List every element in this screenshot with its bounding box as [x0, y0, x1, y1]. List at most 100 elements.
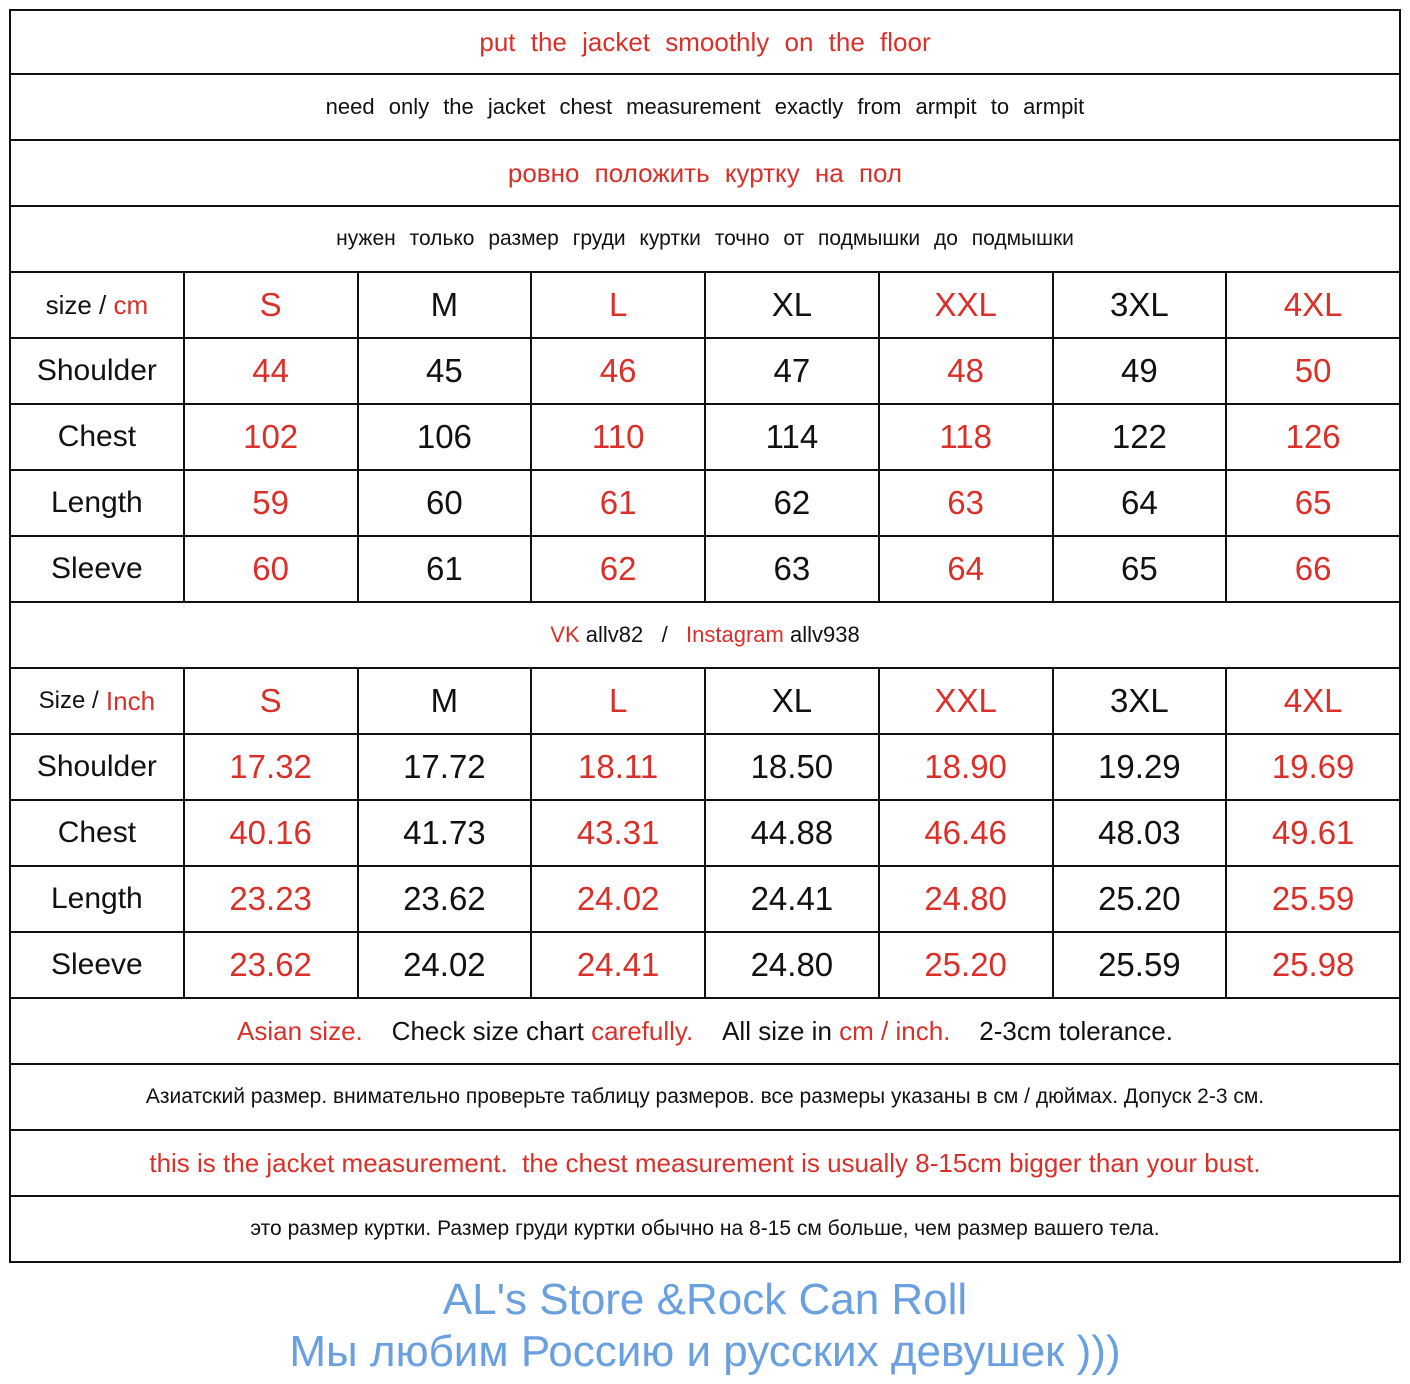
value-cell: 24.80 [880, 867, 1054, 931]
value-cell: 60 [359, 471, 533, 535]
value-cell: 24.80 [706, 933, 880, 997]
size-label: size / [45, 289, 107, 320]
value-cell: 48 [880, 339, 1054, 403]
size-header-s: S [185, 273, 359, 337]
instruction-ru-1: ровно положить куртку на пол [9, 141, 1401, 207]
value-cell: 63 [880, 471, 1054, 535]
value-cell: 41.73 [359, 801, 533, 865]
inch-size-table: Size / Inch S M L XL XXL 3XL 4XL Shoulder 17.32… [9, 669, 1401, 999]
size-header-3xl: 3XL [1054, 273, 1228, 337]
value-cell: 24.41 [532, 933, 706, 997]
value-cell: 60 [185, 537, 359, 601]
note-carefully: carefully. [591, 1015, 694, 1046]
size-header-xxl: XXL [880, 273, 1054, 337]
table-row-sleeve: Sleeve 23.62 24.02 24.41 24.80 25.20 25.59 25.9… [9, 933, 1401, 999]
value-cell: 18.90 [880, 735, 1054, 799]
inch-header-row: Size / Inch S M L XL XXL 3XL 4XL [9, 669, 1401, 735]
value-cell: 18.11 [532, 735, 706, 799]
value-cell: 43.31 [532, 801, 706, 865]
value-cell: 61 [359, 537, 533, 601]
table-row-shoulder: Shoulder 17.32 17.72 18.11 18.50 18.90 19.29 19… [9, 735, 1401, 801]
value-cell: 18.50 [706, 735, 880, 799]
size-label: Size / [38, 687, 99, 714]
table-row-chest: Chest 102 106 110 114 118 122 126 [9, 405, 1401, 471]
cm-size-table: size / cm S M L XL XXL 3XL 4XL Shoulder 44 45 46 4… [9, 273, 1401, 603]
value-cell: 114 [706, 405, 880, 469]
value-cell: 46.46 [880, 801, 1054, 865]
value-cell: 17.32 [185, 735, 359, 799]
instruction-en-2: need only the jacket chest measurement e… [9, 75, 1401, 141]
table-row-shoulder: Shoulder 44 45 46 47 48 49 50 [9, 339, 1401, 405]
note-asian-size: Asian size. [237, 1015, 363, 1046]
instruction-en-1: put the jacket smoothly on the floor [9, 9, 1401, 75]
value-cell: 25.98 [1271, 946, 1355, 983]
size-header-m: M [359, 273, 533, 337]
cm-header-label: size / cm [11, 273, 185, 337]
size-header-l: L [532, 669, 706, 733]
value-cell: 59 [185, 471, 359, 535]
vk-id: allv82 [585, 622, 644, 647]
value-cell: 66 [1294, 550, 1332, 587]
watermark-slogan: Мы любим Россию и русских девушек ))) [289, 1327, 1121, 1376]
value-cell: 25.20 [880, 933, 1054, 997]
value-cell: 17.72 [359, 735, 533, 799]
value-cell: 61 [532, 471, 706, 535]
cm-header-row: size / cm S M L XL XXL 3XL 4XL [9, 273, 1401, 339]
value-cell: 65 [1294, 484, 1332, 521]
value-cell: 49.61 [1271, 814, 1355, 851]
value-cell: 25.59 [1054, 933, 1228, 997]
note-units: cm / inch. [839, 1015, 951, 1046]
instruction-ru-2: нужен только размер груди куртки точно о… [9, 207, 1401, 273]
note-all-size: All size in [722, 1015, 840, 1046]
value-cell: 62 [706, 471, 880, 535]
size-header-s: S [185, 669, 359, 733]
row-label: Shoulder [11, 735, 185, 799]
separator: / [661, 622, 668, 647]
note-ru: Азиатский размер. внимательно проверьте … [9, 1065, 1401, 1131]
size-header-3xl: 3XL [1054, 669, 1228, 733]
size-header-l: L [532, 273, 706, 337]
instagram-label: Instagram [686, 622, 784, 647]
size-header-4xl: 4XL [1283, 286, 1343, 323]
value-cell: 64 [1054, 471, 1228, 535]
value-cell: 118 [880, 405, 1054, 469]
value-cell: 110 [532, 405, 706, 469]
value-cell: 65 [1054, 537, 1228, 601]
value-cell: 25.20 [1054, 867, 1228, 931]
value-cell: 44 [185, 339, 359, 403]
note-en: Asian size. Check size chart carefully. … [9, 999, 1401, 1065]
value-cell: 23.23 [185, 867, 359, 931]
row-label: Sleeve [11, 537, 185, 601]
value-cell: 102 [185, 405, 359, 469]
size-header-xl: XL [706, 669, 880, 733]
value-cell: 23.62 [359, 867, 533, 931]
value-cell: 106 [359, 405, 533, 469]
value-cell: 24.41 [706, 867, 880, 931]
table-row-chest: Chest 40.16 41.73 43.31 44.88 46.46 48.03 49.61 [9, 801, 1401, 867]
value-cell: 62 [532, 537, 706, 601]
note-jacket-en: this is the jacket measurement. the ches… [9, 1131, 1401, 1197]
unit-label: cm [113, 289, 149, 320]
size-chart: put the jacket smoothly on the floor nee… [9, 9, 1401, 1263]
row-label: Length [11, 867, 185, 931]
value-cell: 63 [706, 537, 880, 601]
unit-label: Inch [105, 685, 156, 716]
table-row-length: Length 59 60 61 62 63 64 65 [9, 471, 1401, 537]
note-tolerance: 2-3cm tolerance. [979, 1015, 1173, 1046]
value-cell: 122 [1054, 405, 1228, 469]
note-check: Check size chart [391, 1015, 592, 1046]
vk-label: VK [550, 622, 580, 647]
note-jacket-ru: это размер куртки. Размер груди куртки о… [9, 1197, 1401, 1263]
row-label: Sleeve [11, 933, 185, 997]
value-cell: 47 [706, 339, 880, 403]
value-cell: 40.16 [185, 801, 359, 865]
value-cell: 25.59 [1271, 880, 1355, 917]
instagram-id: allv938 [790, 622, 860, 647]
value-cell: 50 [1294, 352, 1332, 389]
inch-header-label: Size / Inch [11, 669, 185, 733]
row-label: Chest [11, 405, 185, 469]
value-cell: 24.02 [532, 867, 706, 931]
value-cell: 24.02 [359, 933, 533, 997]
value-cell: 23.62 [185, 933, 359, 997]
size-header-4xl: 4XL [1283, 682, 1343, 719]
